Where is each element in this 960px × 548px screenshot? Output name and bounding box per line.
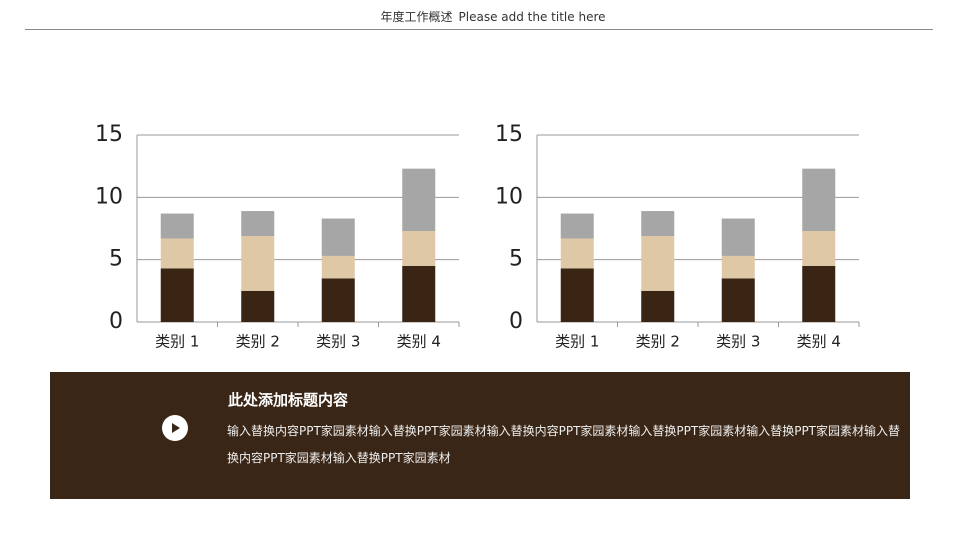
x-tick-label: 类别 2 bbox=[236, 333, 280, 351]
bar-segment bbox=[402, 168, 436, 231]
bar-segment bbox=[241, 235, 275, 291]
bar-segment bbox=[160, 238, 194, 269]
x-tick-label: 类别 1 bbox=[155, 333, 199, 351]
y-tick-label: 15 bbox=[495, 122, 523, 147]
bar-segment bbox=[241, 211, 275, 236]
bar-segment bbox=[560, 238, 594, 269]
bar-segment bbox=[802, 168, 836, 231]
x-tick-label: 类别 4 bbox=[397, 333, 441, 351]
x-tick-label: 类别 1 bbox=[555, 333, 599, 351]
bar-segment bbox=[241, 290, 275, 322]
y-tick-label: 5 bbox=[109, 247, 123, 272]
y-tick-label: 15 bbox=[95, 122, 123, 147]
bar-segment bbox=[802, 265, 836, 322]
bar-segment bbox=[641, 290, 675, 322]
bar-segment bbox=[402, 230, 436, 266]
bar-segment bbox=[160, 213, 194, 239]
y-tick-label: 0 bbox=[109, 309, 123, 334]
bar-segment bbox=[560, 268, 594, 322]
y-tick-label: 10 bbox=[95, 184, 123, 209]
y-tick-label: 10 bbox=[495, 184, 523, 209]
x-tick-label: 类别 4 bbox=[797, 333, 841, 351]
x-tick-label: 类别 2 bbox=[636, 333, 680, 351]
bar-segment bbox=[641, 235, 675, 291]
bar-segment bbox=[321, 278, 355, 322]
bar-segment bbox=[641, 211, 675, 236]
bar-segment bbox=[321, 218, 355, 256]
y-tick-label: 0 bbox=[509, 309, 523, 334]
bar-segment bbox=[402, 265, 436, 322]
header-subtitle: Please add the title here bbox=[458, 10, 606, 24]
header-rule bbox=[25, 29, 933, 30]
play-button[interactable] bbox=[162, 415, 188, 441]
panel-body: 输入替换内容PPT家园素材输入替换PPT家园素材输入替换内容PPT家园素材输入替… bbox=[227, 424, 901, 465]
header-title: 年度工作概述 bbox=[380, 10, 453, 24]
header: 年度工作概述 Please add the title here bbox=[0, 8, 960, 25]
x-tick-label: 类别 3 bbox=[716, 333, 760, 351]
bar-segment bbox=[721, 218, 755, 256]
charts: 0 5 10 15 类别 1 类别 2 类别 3 类别 4 0 5 10 15 类别 1 类别 2 类别 3… bbox=[95, 122, 860, 351]
bar-segment bbox=[560, 213, 594, 239]
bar-segment bbox=[802, 230, 836, 266]
bar-segment bbox=[160, 268, 194, 322]
x-tick-label: 类别 3 bbox=[316, 333, 360, 351]
bar-segment bbox=[321, 255, 355, 279]
bar-segment bbox=[721, 278, 755, 322]
text-panel bbox=[50, 372, 910, 499]
bar-segment bbox=[721, 255, 755, 279]
panel-title: 此处添加标题内容 bbox=[228, 391, 349, 409]
y-tick-label: 5 bbox=[509, 247, 523, 272]
